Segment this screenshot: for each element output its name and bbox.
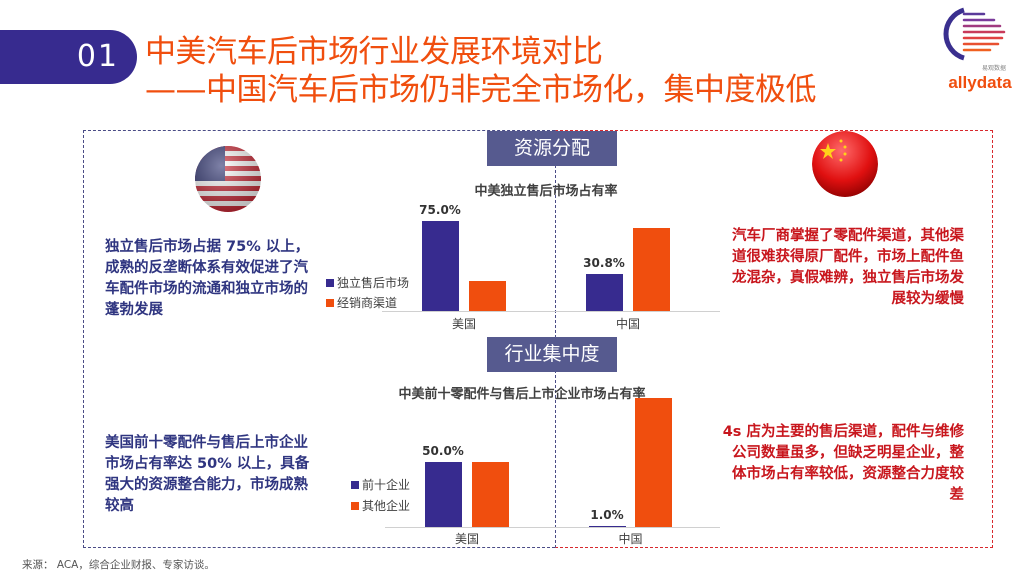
legend-item: 独立售后市场 xyxy=(326,274,409,291)
bar xyxy=(472,462,509,527)
chart-title: 中美前十零配件与售后上市企业市场占有率 xyxy=(398,387,646,402)
logo-subtext: 易观数据 xyxy=(982,64,1006,72)
bar xyxy=(422,221,459,311)
china-resource-text: 汽车厂商掌握了零配件渠道，其他渠道很难获得原厂配件，市场上配件鱼龙混杂，真假难辨… xyxy=(732,228,964,307)
x-axis-line xyxy=(382,311,720,312)
bar xyxy=(633,227,670,311)
bar xyxy=(586,274,623,311)
data-label: 75.0% xyxy=(419,203,461,217)
category-label: 美国 xyxy=(451,317,477,331)
source-note: 来源： ACA，综合企业财报、专家访谈。 xyxy=(22,559,215,571)
usa-concentration-text: 美国前十零配件与售后上市企业市场占有率达 50% 以上，具备强大的资源整合能力，… xyxy=(105,435,310,514)
usa-resource-text: 独立售后市场占据 75% 以上，成熟的反垄断体系有效促进了汽车配件市场的流通和独… xyxy=(105,239,310,318)
section-number: 01 xyxy=(0,30,137,84)
category-label: 美国 xyxy=(454,532,480,546)
page-subtitle: ——中国汽车后市场仍非完全市场化，集中度极低 xyxy=(145,72,817,108)
svg-text:allydata: allydata xyxy=(948,73,1012,92)
bar xyxy=(469,281,506,311)
data-label: 1.0% xyxy=(590,507,624,522)
china-flag-icon xyxy=(812,131,878,197)
page-title: 中美汽车后市场行业发展环境对比 xyxy=(145,34,603,70)
data-label: 50.0% xyxy=(422,444,464,458)
legend-item: 其他企业 xyxy=(351,497,410,514)
data-label: 30.8% xyxy=(583,256,625,271)
x-axis-line xyxy=(385,527,720,528)
section-banner-resource: 资源分配 xyxy=(487,131,617,166)
chart-title: 中美独立售后市场占有率 xyxy=(474,184,618,199)
usa-panel xyxy=(83,130,555,548)
category-label: 中国 xyxy=(618,532,643,546)
category-label: 中国 xyxy=(615,317,641,331)
bar xyxy=(589,525,626,528)
usa-flag-icon xyxy=(195,146,261,212)
allydata-logo: 易观数据 allydata xyxy=(940,4,1020,94)
bar xyxy=(425,462,462,527)
legend-item: 前十企业 xyxy=(351,476,410,493)
china-concentration-text: 4s 店为主要的售后渠道，配件与维修公司数量虽多，但缺乏明星企业，整体市场占有率… xyxy=(722,424,964,503)
bar xyxy=(635,398,672,527)
legend-item: 经销商渠道 xyxy=(326,294,397,311)
section-banner-concentration: 行业集中度 xyxy=(487,337,617,372)
